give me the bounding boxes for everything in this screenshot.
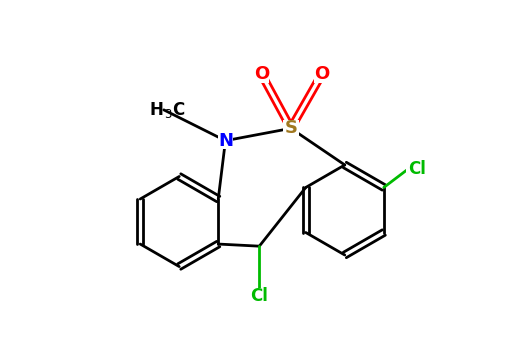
Text: S: S [284,119,297,137]
Text: O: O [314,65,329,84]
Text: H: H [150,101,164,119]
Text: $_3$C: $_3$C [164,100,185,120]
Text: Cl: Cl [408,160,426,178]
Bar [283,120,298,137]
Text: N: N [218,132,233,150]
Text: O: O [254,65,269,84]
Bar [254,66,269,83]
Bar [407,161,428,178]
Bar [218,132,233,149]
Bar [248,288,270,305]
Text: Cl: Cl [250,287,268,305]
Bar [314,66,329,83]
